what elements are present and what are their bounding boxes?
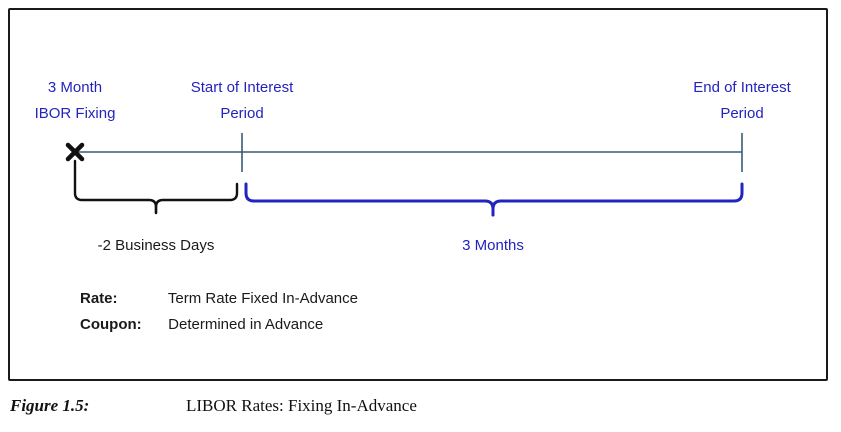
label-end-of-interest-period: End of Interest Period [662, 75, 822, 127]
label-start-line1: Start of Interest [190, 79, 294, 96]
label-start-line2: Period [220, 105, 264, 122]
rate-value: Term Rate Fixed In-Advance [167, 290, 358, 307]
label-minus-2-business-days: -2 Business Days [97, 237, 215, 254]
label-3-months: 3 Months [462, 237, 524, 254]
label-ibor-fixing-line1: 3 Month [47, 79, 103, 96]
figure-number-label: Figure 1.5: [10, 396, 90, 415]
coupon-value: Determined in Advance [168, 316, 324, 333]
rate-row: Rate: Term Rate Fixed In-Advance [80, 289, 358, 309]
figure-title: LIBOR Rates: Fixing In-Advance [186, 396, 417, 415]
label-end-line1: End of Interest [693, 79, 791, 96]
label-end-line2: Period [720, 105, 764, 122]
label-ibor-fixing-line2: IBOR Fixing [34, 105, 116, 122]
rate-label: Rate: [80, 290, 118, 307]
label-start-of-interest-period: Start of Interest Period [162, 75, 322, 127]
label-ibor-fixing: 3 Month IBOR Fixing [0, 75, 150, 127]
coupon-row: Coupon: Determined in Advance [80, 315, 323, 335]
coupon-label: Coupon: [80, 316, 142, 333]
